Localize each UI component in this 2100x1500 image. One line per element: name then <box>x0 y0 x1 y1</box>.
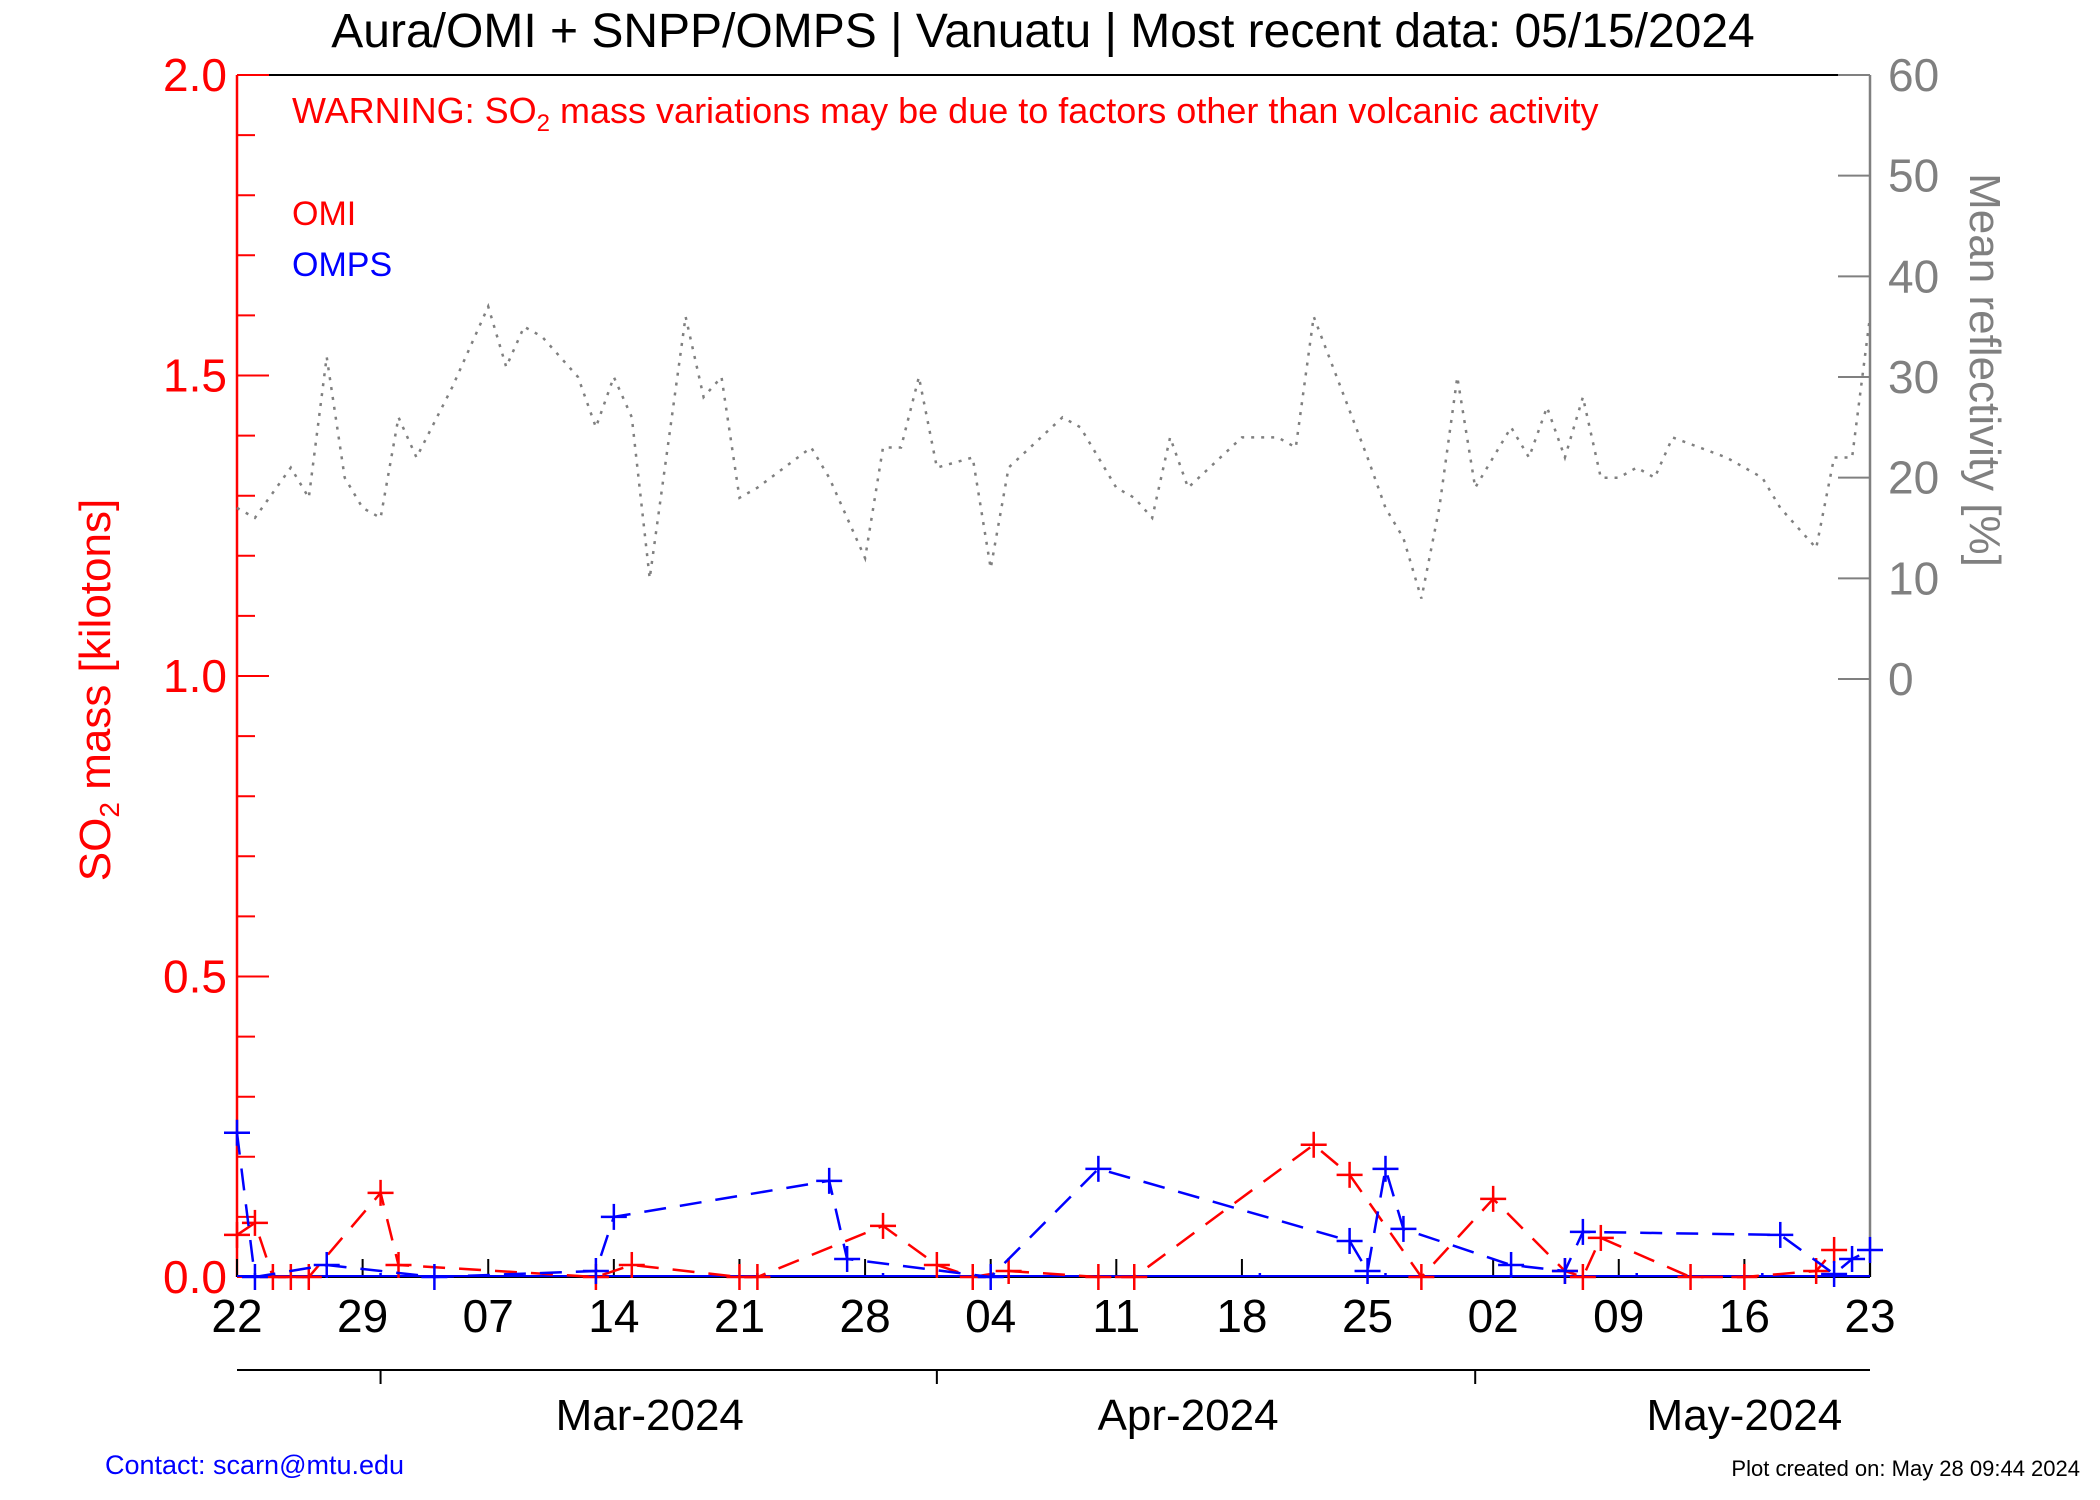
right-tick-label: 40 <box>1888 250 1939 302</box>
x-tick-label: 16 <box>1719 1290 1770 1342</box>
omps-series-line <box>235 1132 1871 1279</box>
right-tick-label: 30 <box>1888 351 1939 403</box>
month-label: Mar-2024 <box>556 1391 744 1440</box>
contact-text: Contact: scarn@mtu.edu <box>105 1450 405 1480</box>
month-label: Apr-2024 <box>1098 1391 1279 1440</box>
legend-omi: OMI <box>292 195 356 233</box>
x-tick-label: 11 <box>1092 1290 1140 1342</box>
warning-subscript: 2 <box>537 110 550 137</box>
legend-omps: OMPS <box>292 246 392 284</box>
left-axis-label-subscript: 2 <box>94 802 125 818</box>
right-tick-label: 0 <box>1888 653 1914 705</box>
x-tick-label: 22 <box>211 1290 262 1342</box>
x-tick-label: 02 <box>1468 1290 1519 1342</box>
right-tick-label: 60 <box>1888 49 1939 101</box>
right-tick-label: 10 <box>1888 552 1939 604</box>
x-tick-label: 23 <box>1844 1290 1895 1342</box>
left-axis-label-suffix: mass [kilotons] <box>71 499 120 802</box>
left-tick-label: 0.0 <box>163 1251 227 1303</box>
x-tick-label: 07 <box>463 1290 514 1342</box>
plot-created-text: Plot created on: May 28 09:44 2024 <box>1731 1456 2080 1481</box>
right-axis-label: Mean reflectivity [%] <box>1960 173 2009 567</box>
plot-area: 0.0 0.5 1.0 1.5 2.0 0 10 20 30 40 50 60 22 29 07 14 21 28… <box>163 49 1939 1440</box>
left-tick-label: 1.0 <box>163 650 227 702</box>
x-tick-label: 28 <box>839 1290 890 1342</box>
x-tick-label: 18 <box>1216 1290 1267 1342</box>
x-tick-label: 21 <box>714 1290 765 1342</box>
left-axis-label: SO2 mass [kilotons] <box>71 499 125 881</box>
right-tick-label: 20 <box>1888 452 1939 504</box>
left-tick-label: 2.0 <box>163 49 227 101</box>
warning-suffix: mass variations may be due to factors ot… <box>550 90 1598 131</box>
left-tick-label: 1.5 <box>163 350 227 402</box>
chart-title: Aura/OMI + SNPP/OMPS | Vanuatu | Most re… <box>331 5 1754 58</box>
month-label: May-2024 <box>1647 1391 1843 1440</box>
omi-series-line <box>236 1143 1836 1279</box>
x-tick-label: 29 <box>337 1290 388 1342</box>
x-tick-label: 25 <box>1342 1290 1393 1342</box>
x-tick-label: 09 <box>1593 1290 1644 1342</box>
reflectivity-series-line <box>236 302 1872 599</box>
warning-prefix: WARNING: SO <box>292 90 537 131</box>
x-tick-label: 04 <box>965 1290 1016 1342</box>
left-tick-label: 0.5 <box>163 951 227 1003</box>
left-axis-label-prefix: SO <box>71 818 120 882</box>
warning-text: WARNING: SO2 mass variations may be due … <box>292 90 1599 137</box>
x-tick-label: 14 <box>588 1290 639 1342</box>
right-tick-label: 50 <box>1888 150 1939 202</box>
